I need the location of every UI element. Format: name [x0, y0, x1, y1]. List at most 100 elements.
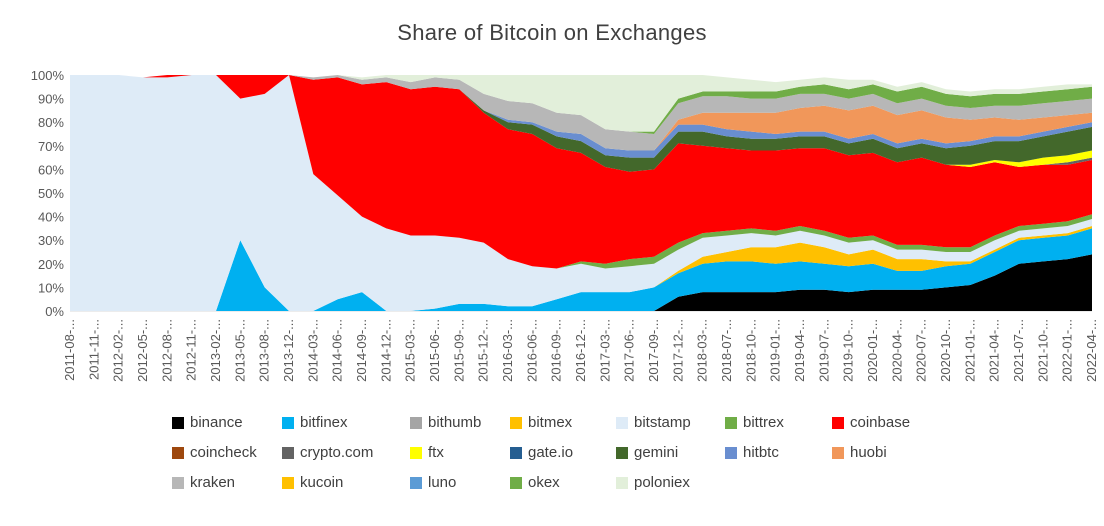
- y-tick-label: 60%: [38, 162, 64, 177]
- y-tick-label: 10%: [38, 280, 64, 295]
- x-tick-label: 2018-10-...: [743, 319, 758, 382]
- legend-swatch: [832, 446, 844, 459]
- series-area-coinbase: [70, 75, 1092, 269]
- x-tick-label: 2016-06-...: [524, 319, 539, 382]
- series-area-gemini: [70, 75, 1092, 172]
- series-area-ftx: [70, 75, 1092, 172]
- series-area-poloniex: [70, 75, 1092, 132]
- x-tick-label: 2017-03-...: [597, 319, 612, 382]
- x-tick-label: 2022-01-...: [1060, 319, 1075, 382]
- legend-item-binance: binance: [172, 414, 243, 431]
- series-area-okex: [70, 75, 1092, 134]
- y-tick-label: 40%: [38, 210, 64, 225]
- legend-item-luno: luno: [410, 474, 456, 491]
- legend-label: bitmex: [528, 414, 573, 431]
- legend-item-bithumb: bithumb: [410, 414, 481, 431]
- y-tick-label: 100%: [31, 68, 65, 83]
- x-tick-label: 2012-05-...: [135, 319, 150, 382]
- x-tick-label: 2013-02-...: [208, 319, 223, 382]
- y-tick-label: 30%: [38, 233, 64, 248]
- legend-swatch: [410, 476, 422, 489]
- legend-item-crypto-com: crypto.com: [282, 444, 373, 461]
- x-tick-label: 2012-08-...: [159, 319, 174, 382]
- legend-swatch: [510, 446, 522, 459]
- legend-item-poloniex: poloniex: [616, 474, 690, 491]
- x-tick-label: 2022-04-...: [1084, 319, 1099, 382]
- x-tick-label: 2015-09-...: [451, 319, 466, 382]
- y-tick-label: 90%: [38, 92, 64, 107]
- legend-swatch: [172, 446, 184, 459]
- x-tick-label: 2015-03-...: [403, 319, 418, 382]
- x-tick-label: 2013-05-...: [232, 319, 247, 382]
- series-area-bitfinex: [70, 228, 1092, 311]
- legend-item-ftx: ftx: [410, 444, 444, 461]
- legend-label: gemini: [634, 444, 679, 461]
- legend-swatch: [616, 446, 628, 459]
- x-tick-label: 2020-04-...: [889, 319, 904, 382]
- legend-label: ftx: [428, 444, 444, 461]
- x-tick-label: 2014-06-...: [330, 319, 345, 382]
- x-tick-label: 2019-04-...: [792, 319, 807, 382]
- legend-item-gemini: gemini: [616, 444, 678, 461]
- x-tick-label: 2016-03-...: [500, 319, 515, 382]
- legend-item-gate-io: gate.io: [510, 444, 573, 461]
- x-tick-label: 2016-09-...: [549, 319, 564, 382]
- x-tick-label: 2017-09-...: [646, 319, 661, 382]
- legend-swatch: [172, 476, 184, 489]
- x-tick-label: 2020-10-...: [938, 319, 953, 382]
- y-tick-label: 50%: [38, 186, 64, 201]
- legend-item-kucoin: kucoin: [282, 474, 343, 491]
- legend-label: coinbase: [850, 414, 911, 431]
- legend-item-huobi: huobi: [832, 444, 887, 461]
- x-tick-label: 2020-01-...: [865, 319, 880, 382]
- legend-label: bitfinex: [300, 414, 348, 431]
- y-tick-label: 70%: [38, 139, 64, 154]
- legend-item-bitfinex: bitfinex: [282, 414, 348, 431]
- legend-label: kraken: [190, 474, 236, 491]
- legend-swatch: [172, 416, 184, 429]
- x-tick-label: 2021-01-...: [962, 319, 977, 382]
- legend-swatch: [282, 416, 294, 429]
- series-area-binance: [70, 254, 1092, 311]
- legend-label: bitstamp: [634, 414, 691, 431]
- legend-item-okex: okex: [510, 474, 560, 491]
- legend-label: hitbtc: [743, 444, 779, 461]
- x-tick-label: 2015-12-...: [476, 319, 491, 382]
- x-tick-label: 2016-12-...: [573, 319, 588, 382]
- series-area-hitbtc: [70, 75, 1092, 158]
- x-tick-label: 2019-07-...: [816, 319, 831, 382]
- x-tick-label: 2019-10-...: [841, 319, 856, 382]
- chart-title: Share of Bitcoin on Exchanges: [397, 20, 707, 45]
- legend-item-bittrex: bittrex: [725, 414, 784, 431]
- legend-label: bithumb: [428, 414, 482, 431]
- legend-item-coinbase: coinbase: [832, 414, 910, 431]
- legend-label: bittrex: [743, 414, 784, 431]
- legend-swatch: [725, 446, 737, 459]
- legend-swatch: [725, 416, 737, 429]
- x-tick-label: 2014-03-...: [305, 319, 320, 382]
- legend-label: okex: [528, 474, 560, 491]
- legend-label: luno: [428, 474, 457, 491]
- x-tick-label: 2017-12-...: [670, 319, 685, 382]
- x-tick-label: 2018-03-...: [695, 319, 710, 382]
- x-tick-label: 2020-07-...: [914, 319, 929, 382]
- x-tick-label: 2019-01-...: [768, 319, 783, 382]
- legend-swatch: [510, 416, 522, 429]
- x-tick-label: 2018-07-...: [719, 319, 734, 382]
- legend-label: coincheck: [190, 444, 257, 461]
- legend-swatch: [616, 476, 628, 489]
- x-tick-label: 2014-12-...: [378, 319, 393, 382]
- legend-swatch: [282, 476, 294, 489]
- x-tick-label: 2015-06-...: [427, 319, 442, 382]
- y-tick-label: 20%: [38, 257, 64, 272]
- x-tick-label: 2021-07-...: [1011, 319, 1026, 382]
- legend-item-bitstamp: bitstamp: [616, 414, 691, 431]
- legend-swatch: [410, 446, 422, 459]
- legend-swatch: [616, 416, 628, 429]
- legend-swatch: [282, 446, 294, 459]
- y-tick-label: 0%: [45, 304, 64, 319]
- series-area-bitstamp: [70, 75, 1092, 311]
- x-tick-label: 2012-02-...: [111, 319, 126, 382]
